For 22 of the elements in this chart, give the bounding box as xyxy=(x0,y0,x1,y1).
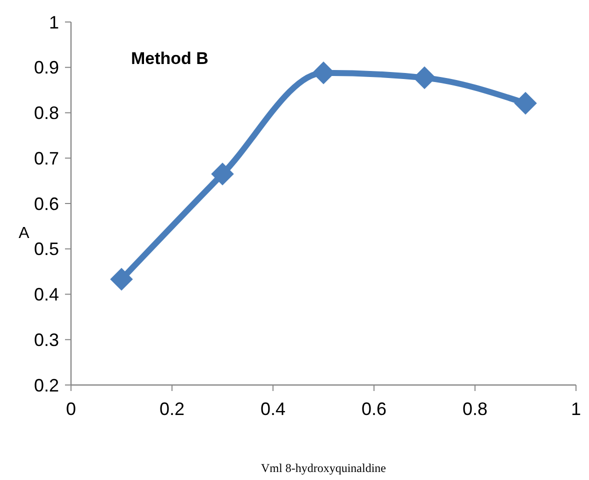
x-tick-label: 0.4 xyxy=(260,399,286,419)
x-tick-label: 0 xyxy=(66,399,76,419)
point xyxy=(514,92,537,115)
x-tick-label: 0.8 xyxy=(462,399,488,419)
x-tick-label: 0.6 xyxy=(361,399,387,419)
y-tick-label: 0.2 xyxy=(34,375,59,396)
point xyxy=(413,66,436,90)
y-tick-label: 0.7 xyxy=(34,148,59,168)
annotation: Method B xyxy=(131,49,208,68)
y-axis-title: A xyxy=(18,225,30,242)
y-tick-label: 0.4 xyxy=(34,284,59,305)
y-tick-label: 1 xyxy=(48,12,59,32)
point xyxy=(110,268,133,291)
x-tick-label: 0.2 xyxy=(159,399,185,419)
y-tick-label: 0.9 xyxy=(34,58,59,78)
y-tick-label: 0.8 xyxy=(34,103,59,124)
y-tick-label: 0.6 xyxy=(34,194,59,214)
x-tick-label: 1 xyxy=(570,399,582,419)
y-tick-label: 0.5 xyxy=(34,239,59,260)
y-tick-label: 0.3 xyxy=(34,330,59,350)
x-axis-title: Vml 8-hydroxyquinaldine xyxy=(261,461,386,475)
point xyxy=(211,162,234,186)
